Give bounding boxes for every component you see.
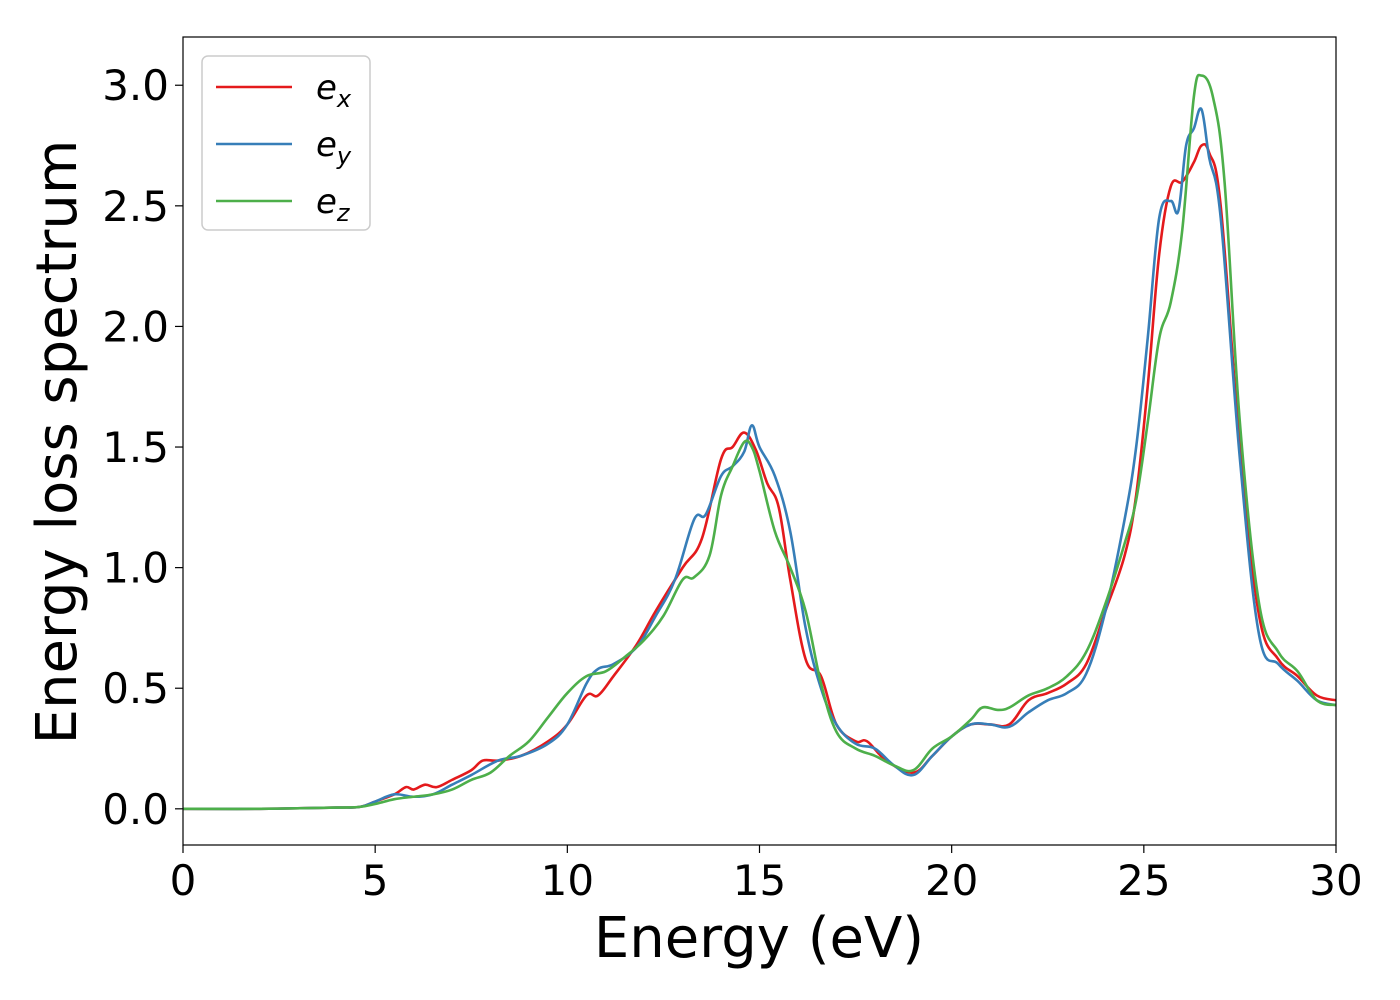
- y-tick-label: 1.0: [102, 544, 169, 593]
- series-line-y: [183, 107, 1336, 811]
- legend: ex ey ez: [201, 55, 371, 231]
- y-tick-label: 2.5: [102, 182, 169, 231]
- y-axis-ticks: 0.0 0.5 1.0 1.5 2.0 2.5 3.0: [102, 61, 183, 834]
- y-tick-label: 0.5: [102, 664, 169, 713]
- x-tick-label: 15: [733, 856, 786, 905]
- y-tick-label: 2.0: [102, 302, 169, 351]
- legend-entry: ex: [316, 68, 352, 113]
- x-tick-label: 10: [541, 856, 594, 905]
- y-axis-label: Energy loss spectrum: [25, 140, 90, 745]
- x-tick-label: 20: [925, 856, 978, 905]
- legend-entry: ez: [316, 182, 351, 227]
- legend-entry: ey: [316, 125, 352, 170]
- y-tick-label: 0.0: [102, 785, 169, 834]
- x-tick-label: 25: [1117, 856, 1170, 905]
- y-tick-label: 1.5: [102, 423, 169, 472]
- x-tick-label: 30: [1309, 856, 1362, 905]
- x-axis-ticks: 0 5 10 15 20 25 30: [170, 845, 1363, 905]
- x-tick-label: 5: [362, 856, 389, 905]
- y-tick-label: 3.0: [102, 61, 169, 110]
- x-tick-label: 0: [170, 856, 197, 905]
- x-axis-label: Energy (eV): [594, 906, 924, 971]
- series-lines: [183, 73, 1336, 811]
- series-line-z: [183, 73, 1336, 811]
